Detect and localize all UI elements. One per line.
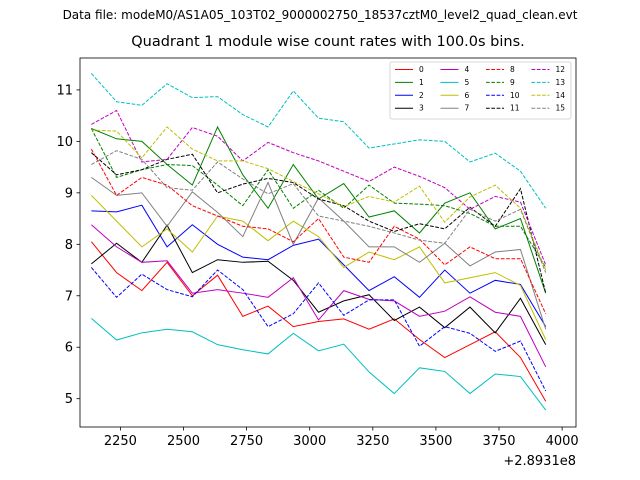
legend-label-9: 9: [510, 78, 515, 87]
series-line-5: [91, 318, 547, 411]
series-line-2: [91, 204, 547, 327]
axes-frame: [79, 57, 577, 428]
x-tick-label: 2750: [230, 434, 263, 449]
series-line-10: [90, 267, 547, 392]
series-line-13: [90, 73, 547, 209]
legend-box: [389, 61, 572, 120]
series-line-15: [91, 150, 547, 273]
legend-label-0: 0: [419, 65, 424, 74]
legend-label-3: 3: [419, 104, 424, 113]
legend-label-8: 8: [510, 65, 515, 74]
series-line-11: [91, 152, 547, 294]
x-offset-label: +2.8931e8: [503, 454, 576, 469]
y-tick-label: 11: [56, 83, 73, 98]
series-line-6: [91, 195, 547, 340]
legend-label-12: 12: [556, 65, 566, 74]
legend-label-13: 13: [556, 78, 566, 87]
y-tick-label: 7: [65, 289, 73, 304]
chart-title: Quadrant 1 module wise count rates with …: [131, 34, 525, 50]
x-tick-label: 3750: [482, 434, 515, 449]
series-line-9: [90, 128, 547, 268]
legend-label-5: 5: [465, 78, 470, 87]
x-tick-label: 2500: [167, 434, 200, 449]
series-line-4: [91, 224, 547, 368]
series-line-12: [91, 109, 547, 266]
legend-label-7: 7: [465, 104, 470, 113]
legend-label-2: 2: [419, 91, 424, 100]
legend-label-4: 4: [465, 65, 470, 74]
x-tick-label: 4000: [546, 434, 579, 449]
data-file-suptitle: Data file: modeM0/AS1A05_103T02_90000027…: [62, 8, 578, 22]
series-line-3: [91, 224, 547, 345]
legend-label-10: 10: [510, 91, 520, 100]
series-line-14: [91, 126, 547, 271]
series-line-1: [91, 125, 547, 294]
legend-label-11: 11: [510, 104, 520, 113]
y-tick-label: 10: [56, 135, 73, 150]
y-tick-label: 9: [65, 186, 73, 201]
legend-label-6: 6: [465, 91, 470, 100]
x-tick-label: 3250: [356, 434, 389, 449]
x-tick-label: 3000: [293, 434, 326, 449]
legend-label-1: 1: [419, 78, 424, 87]
series-line-0: [90, 241, 547, 402]
x-tick-label: 3500: [419, 434, 452, 449]
series-line-8: [90, 148, 547, 314]
y-tick-label: 5: [65, 392, 73, 407]
legend-label-15: 15: [556, 104, 566, 113]
y-tick-label: 8: [65, 238, 73, 253]
series-line-7: [91, 176, 547, 330]
y-tick-label: 6: [65, 341, 73, 356]
x-tick-label: 2250: [104, 434, 137, 449]
legend-label-14: 14: [556, 91, 566, 100]
